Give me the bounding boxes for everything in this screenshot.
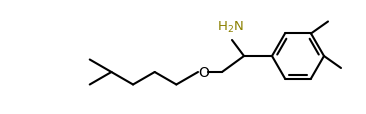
Text: O: O xyxy=(199,65,209,79)
Text: $\mathregular{H_2N}$: $\mathregular{H_2N}$ xyxy=(217,20,243,35)
